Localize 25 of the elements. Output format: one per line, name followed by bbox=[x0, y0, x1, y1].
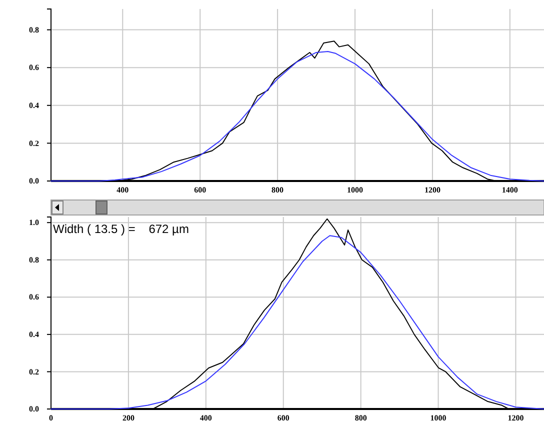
x-tick-label: 400 bbox=[116, 186, 129, 195]
x-tick-label: 1400 bbox=[502, 186, 518, 195]
x-tick-label: 800 bbox=[354, 414, 367, 423]
x-tick-label: 600 bbox=[194, 186, 206, 195]
y-tick-label: 0.0 bbox=[29, 176, 39, 186]
annotation: Width ( 13.5 ) = 672 µm bbox=[53, 222, 189, 236]
x-tick-label: 600 bbox=[277, 414, 290, 423]
y-tick-label: 0.4 bbox=[29, 330, 39, 339]
y-tick-label: 0.8 bbox=[29, 25, 39, 34]
y-tick-label: 0.6 bbox=[29, 63, 39, 72]
x-tick-label: 1200 bbox=[424, 186, 440, 195]
y-tick-label: 0.4 bbox=[29, 100, 39, 110]
x-tick-label: 1000 bbox=[430, 414, 446, 423]
y-tick-label: 0.6 bbox=[29, 292, 39, 302]
x-tick-label: 400 bbox=[200, 414, 212, 423]
x-tick-label: 1000 bbox=[347, 186, 364, 195]
y-tick-label: 0.8 bbox=[29, 255, 39, 264]
x-tick-label: 800 bbox=[272, 186, 284, 195]
y-tick-label: 0.2 bbox=[29, 367, 39, 376]
y-tick-label: 0.2 bbox=[29, 138, 39, 148]
y-tick-label: 0.0 bbox=[29, 404, 39, 414]
y-tick-label: 1.0 bbox=[29, 218, 39, 228]
x-tick-label: 200 bbox=[122, 414, 134, 423]
x-tick-label: 0 bbox=[49, 414, 53, 423]
x-tick-label: 1200 bbox=[508, 414, 524, 423]
